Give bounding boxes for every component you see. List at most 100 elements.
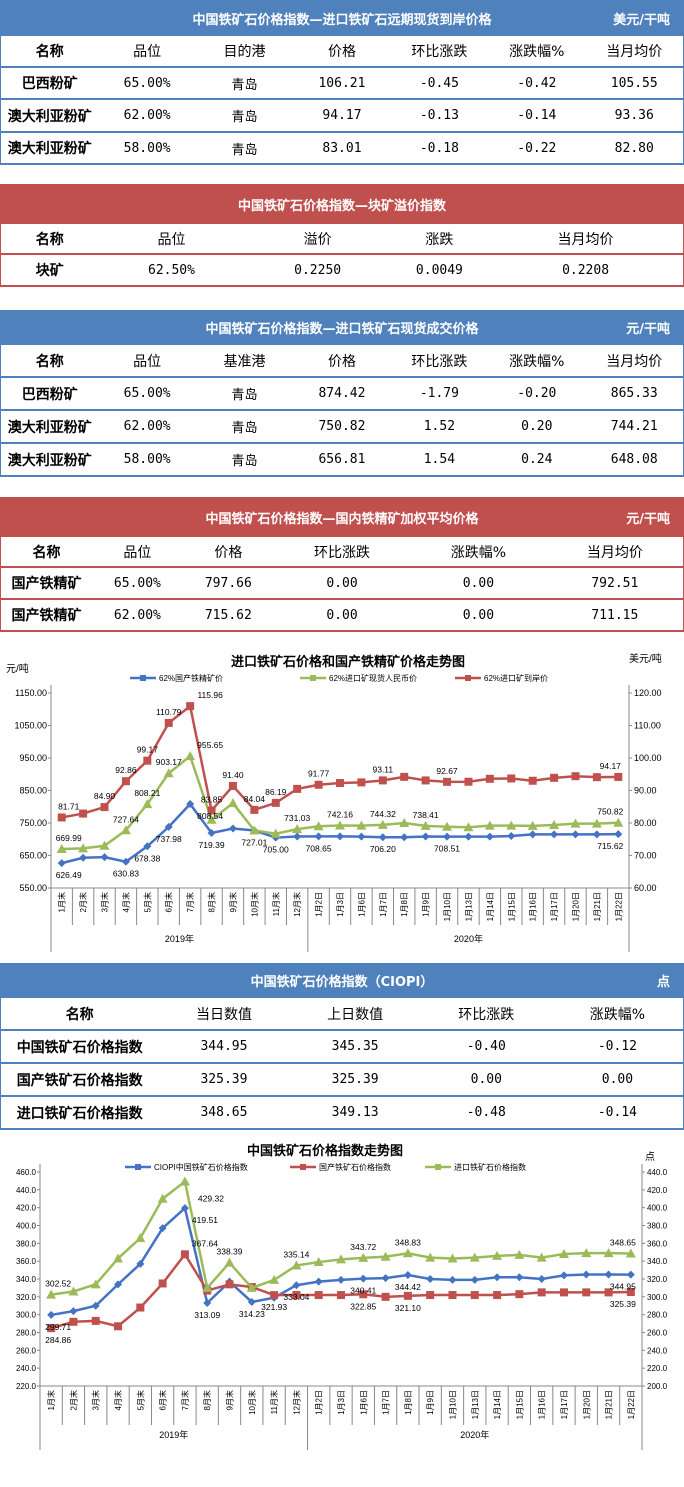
cell: 349.13 — [331, 1105, 379, 1120]
data-label: 742.16 — [327, 810, 353, 820]
row-name: 巴西粉矿 — [21, 76, 78, 92]
column-header: 溢价 — [303, 231, 332, 248]
cell: 0.2208 — [562, 262, 610, 278]
data-label: 84.04 — [244, 794, 266, 804]
y2-tick-label: 440.0 — [647, 1168, 668, 1177]
y-tick-label: 280.0 — [16, 1329, 37, 1338]
point-marker-triangle — [549, 819, 560, 829]
point-marker-square — [79, 809, 88, 818]
column-header: 当月均价 — [606, 353, 663, 370]
y2-tick-label: 90.00 — [634, 786, 657, 796]
data-label: 715.62 — [597, 841, 623, 851]
table-title: 中国铁矿石价格指数—进口铁矿石远期现货到岸价格 — [192, 12, 492, 28]
data-label: 727.01 — [241, 837, 267, 847]
data-label: 429.32 — [198, 1194, 224, 1204]
point-marker-diamond — [528, 830, 537, 839]
point-marker-triangle — [603, 1248, 614, 1258]
cell: 0.24 — [521, 452, 553, 467]
table-title-bar: 中国铁矿石价格指数—进口铁矿石现货成交价格 元/干吨 — [0, 310, 684, 345]
cell: 0.00 — [326, 575, 358, 591]
column-header: 名称 — [35, 44, 64, 60]
x-tick-label: 1月15日 — [507, 892, 516, 921]
point-marker-square — [592, 773, 601, 782]
data-label: 626.49 — [56, 870, 82, 880]
point-marker-square — [337, 1291, 345, 1300]
cell: 65.00% — [113, 575, 161, 591]
cell: 874.42 — [318, 386, 366, 401]
x-tick-label: 1月22日 — [614, 892, 623, 921]
y-tick-label: 950.00 — [19, 753, 47, 763]
cell: 0.2250 — [294, 262, 342, 278]
y2-tick-label: 360.0 — [647, 1239, 668, 1248]
point-marker-square — [314, 1291, 323, 1300]
row-name: 澳大利亚粉矿 — [7, 452, 92, 469]
point-marker-triangle — [68, 1286, 79, 1296]
data-label: 348.83 — [395, 1237, 421, 1247]
data-label: 419.51 — [192, 1215, 218, 1225]
column-header: 当日数值 — [195, 1006, 252, 1023]
point-marker-diamond — [381, 1274, 390, 1283]
x-tick-label: 3月末 — [100, 892, 110, 912]
point-marker-square — [359, 1290, 368, 1299]
column-header: 涨跌幅% — [589, 1006, 646, 1023]
table-row: 澳大利亚粉矿 58.00% 青岛 656.81 1.54 0.24 648.08 — [0, 444, 684, 477]
point-marker-square — [537, 1288, 546, 1297]
cell: -0.14 — [597, 1105, 637, 1120]
point-marker-triangle — [163, 768, 174, 778]
y2-tick-label: 340.0 — [647, 1257, 668, 1266]
data-label: 86.19 — [265, 787, 287, 797]
point-marker-square — [186, 702, 195, 711]
point-marker-triangle — [269, 1274, 280, 1284]
x-tick-label: 1月8日 — [404, 1390, 413, 1415]
point-marker-triangle — [113, 1253, 124, 1263]
point-marker-square — [378, 776, 387, 785]
point-marker-diamond — [604, 1270, 613, 1279]
point-marker-square — [507, 774, 516, 783]
column-header: 品位 — [133, 44, 162, 60]
point-marker-triangle — [157, 1193, 168, 1203]
point-marker-diamond — [69, 1307, 78, 1316]
point-marker-square — [207, 806, 216, 815]
point-marker-square — [582, 1288, 591, 1297]
data-label: 338.39 — [217, 1247, 243, 1257]
point-marker-square — [626, 1288, 635, 1297]
point-marker-diamond — [164, 822, 173, 831]
cell: 青岛 — [231, 142, 258, 158]
table-header-row: 名称 品位 基准港 价格 环比涨跌 涨跌幅% 当月均价 — [0, 345, 684, 378]
column-header: 名称 — [65, 1006, 94, 1023]
x-tick-label: 2月末 — [78, 892, 88, 912]
data-label: 344.42 — [395, 1282, 421, 1292]
data-label: 808.54 — [197, 811, 223, 821]
data-label: 322.85 — [350, 1301, 376, 1311]
column-header: 目的港 — [223, 44, 266, 60]
table-row: 国产铁精矿 65.00% 797.66 0.00 0.00 792.51 — [0, 568, 684, 600]
y2-tick-label: 380.0 — [647, 1222, 668, 1231]
x-tick-label: 4月末 — [113, 1390, 123, 1410]
legend-label: 国产铁矿石价格指数 — [319, 1162, 391, 1172]
point-marker-square — [336, 779, 344, 788]
data-label: 727.64 — [113, 814, 139, 824]
point-marker-square — [448, 1291, 457, 1300]
legend-marker — [140, 675, 146, 681]
cell: 0.00 — [462, 575, 495, 591]
point-marker-triangle — [625, 1248, 636, 1258]
x-tick-label: 9月末 — [225, 1390, 235, 1410]
y-tick-label: 440.0 — [16, 1186, 37, 1195]
data-label: 314.23 — [239, 1309, 265, 1319]
point-marker-triangle — [78, 843, 89, 853]
point-marker-triangle — [142, 799, 153, 809]
x-tick-label: 4月末 — [121, 892, 131, 912]
unit-label: 元/干吨 — [626, 322, 670, 337]
point-marker-square — [228, 781, 237, 790]
column-header: 名称 — [35, 353, 64, 370]
table-row: 澳大利亚粉矿 58.00% 青岛 83.01 -0.18 -0.22 82.80 — [0, 133, 684, 165]
table-header-row: 名称 品位 价格 环比涨跌 涨跌幅% 当月均价 — [0, 537, 684, 568]
y-tick-label: 400.0 — [16, 1222, 37, 1231]
data-label: 343.72 — [350, 1242, 376, 1252]
cell: 65.00% — [123, 75, 171, 91]
cell: 106.21 — [318, 75, 366, 91]
y-tick-label: 360.0 — [16, 1257, 37, 1266]
data-label: 94.17 — [600, 761, 622, 771]
point-marker-triangle — [591, 818, 602, 828]
y-tick-label: 240.0 — [16, 1364, 37, 1373]
